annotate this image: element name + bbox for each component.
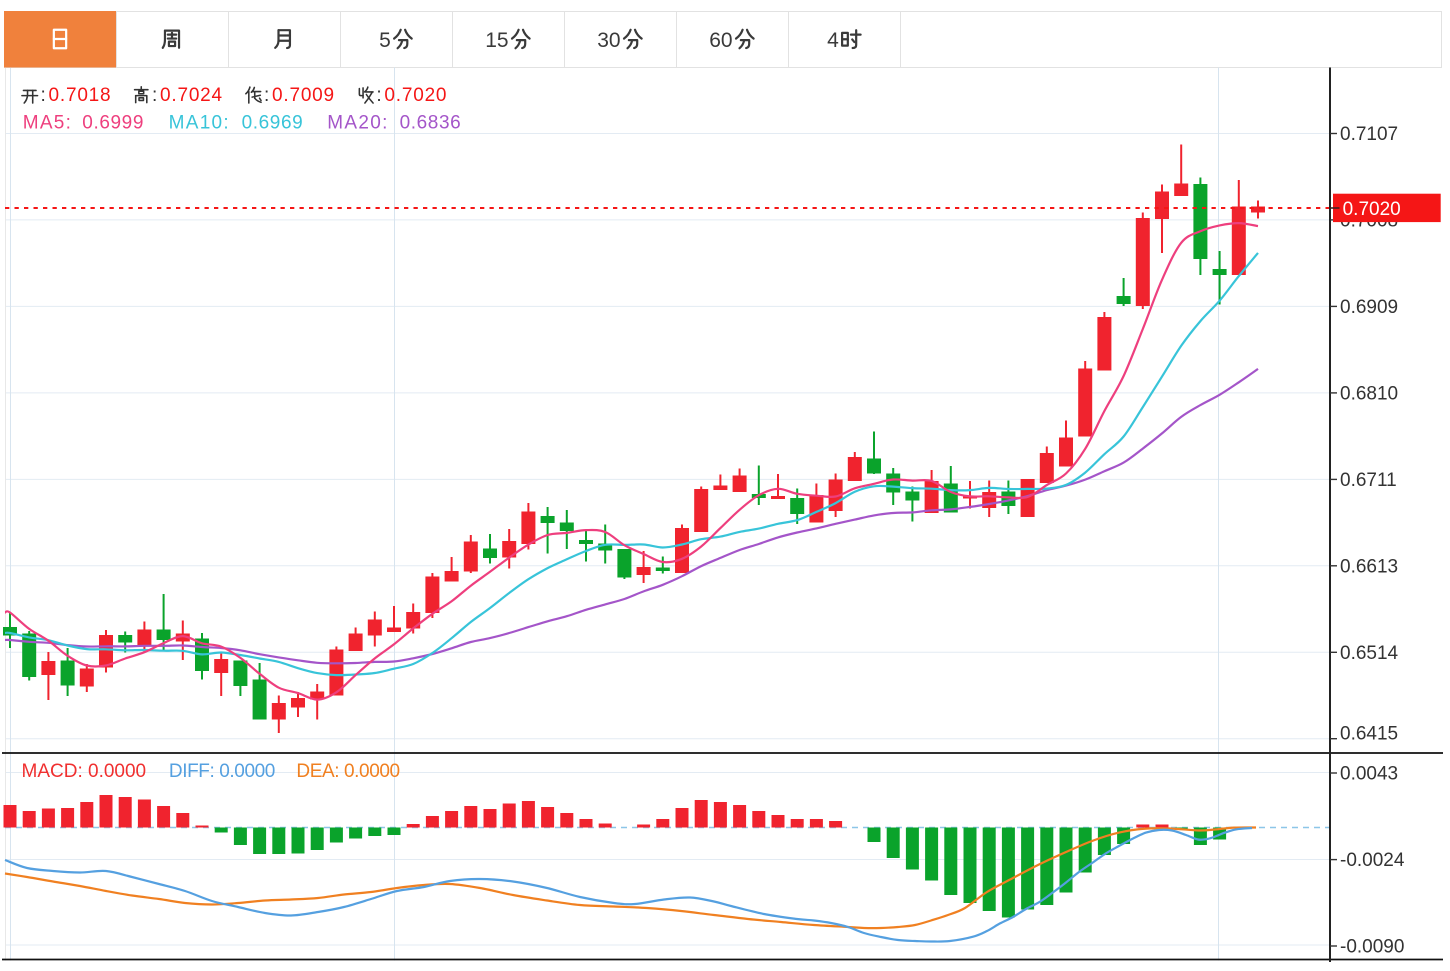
- svg-text:0.7018: 0.7018: [49, 85, 112, 106]
- svg-text:0.7020: 0.7020: [384, 85, 447, 106]
- svg-text:0.0043: 0.0043: [1340, 764, 1398, 785]
- svg-text:0.7020: 0.7020: [1343, 199, 1401, 220]
- svg-text:0.6514: 0.6514: [1340, 643, 1399, 664]
- svg-text:0.6909: 0.6909: [1340, 297, 1398, 318]
- svg-text::: :: [264, 85, 269, 106]
- svg-text:0.6999: 0.6999: [82, 113, 144, 134]
- svg-text:-0.0024: -0.0024: [1340, 850, 1405, 871]
- svg-text:0.6969: 0.6969: [242, 113, 304, 134]
- svg-text:0.7107: 0.7107: [1340, 124, 1398, 145]
- svg-text:5: 5: [379, 29, 391, 52]
- svg-text:0.6836: 0.6836: [400, 113, 462, 134]
- svg-text:0.6415: 0.6415: [1340, 724, 1398, 745]
- svg-text::: :: [376, 85, 381, 106]
- svg-text:4: 4: [827, 29, 839, 52]
- svg-text:DEA: 0.0000: DEA: 0.0000: [296, 761, 399, 782]
- svg-text:DIFF: 0.0000: DIFF: 0.0000: [169, 761, 275, 782]
- svg-text:0.6711: 0.6711: [1340, 470, 1397, 491]
- svg-text:60: 60: [709, 29, 732, 52]
- svg-text:MA5:: MA5:: [23, 113, 73, 134]
- svg-text:30: 30: [597, 29, 620, 52]
- svg-text:MACD: 0.0000: MACD: 0.0000: [22, 761, 147, 782]
- svg-text:0.6613: 0.6613: [1340, 556, 1398, 577]
- svg-text:MA10:: MA10:: [169, 113, 230, 134]
- svg-text:0.6810: 0.6810: [1340, 383, 1398, 404]
- svg-text:0.7009: 0.7009: [272, 85, 335, 106]
- svg-text:-0.0090: -0.0090: [1340, 937, 1404, 958]
- svg-text::: :: [152, 85, 157, 106]
- svg-text:MA20:: MA20:: [327, 113, 388, 134]
- svg-text::: :: [41, 85, 46, 106]
- svg-text:0.7024: 0.7024: [160, 85, 223, 106]
- svg-text:15: 15: [485, 29, 508, 52]
